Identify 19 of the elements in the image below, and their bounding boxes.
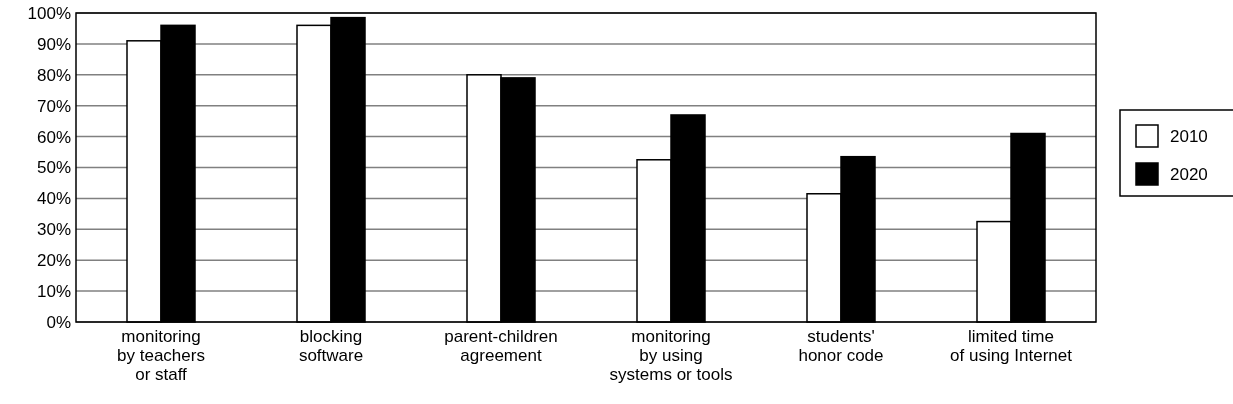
- x-tick-label: parent-children agreement: [444, 327, 558, 365]
- y-tick-label: 50%: [36, 158, 71, 178]
- y-tick-label: 90%: [36, 34, 71, 54]
- legend-label: 2010: [1170, 126, 1208, 146]
- x-tick-label: students' honor code: [798, 327, 884, 365]
- x-tick-label: monitoring by teachers or staff: [117, 327, 205, 384]
- y-tick-label: 10%: [36, 282, 71, 302]
- y-tick-label: 0%: [46, 312, 71, 332]
- y-tick-label: 60%: [36, 127, 71, 147]
- x-tick-label: monitoring by using systems or tools: [609, 327, 733, 384]
- y-tick-label: 100%: [27, 3, 71, 23]
- y-tick-label: 80%: [36, 65, 71, 85]
- x-tick-label: blocking software: [298, 327, 364, 365]
- y-tick-label: 70%: [36, 96, 71, 116]
- legend-label: 2020: [1170, 164, 1208, 184]
- y-tick-label: 30%: [36, 220, 71, 240]
- x-tick-label: limited time of using Internet: [950, 327, 1073, 365]
- y-tick-label: 40%: [36, 189, 71, 209]
- y-tick-label: 20%: [36, 251, 71, 271]
